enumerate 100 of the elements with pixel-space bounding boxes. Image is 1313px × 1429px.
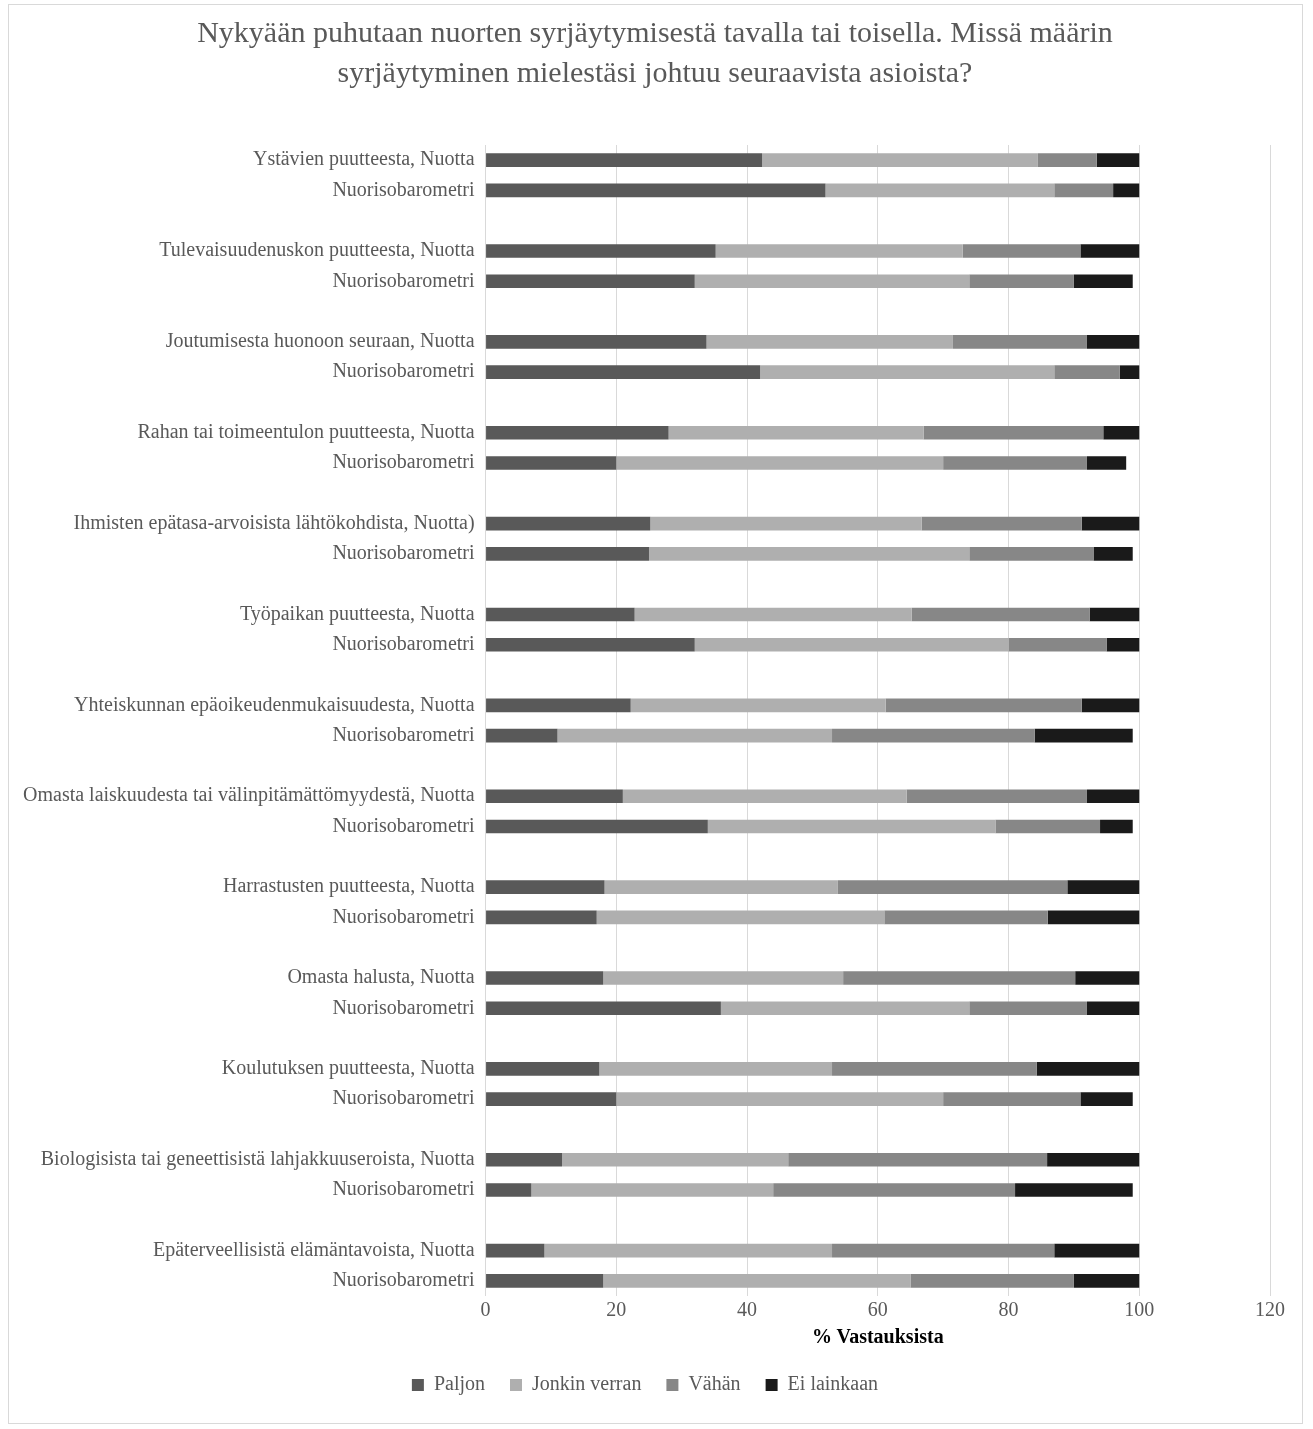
bar <box>832 728 1035 743</box>
bar <box>943 456 1087 470</box>
bar <box>773 1183 1016 1197</box>
bar <box>486 365 761 379</box>
bar <box>1081 516 1140 531</box>
y-tick-label: Tulevaisuudenuskon puutteesta, Nuotta <box>159 238 475 262</box>
y-tick-label: Ihmisten epätasa-arvoisista lähtökohdista, Nuotta) <box>73 510 475 534</box>
bar <box>1073 274 1133 289</box>
bar <box>760 365 1055 379</box>
x-tick-label: 40 <box>737 1298 758 1321</box>
bar <box>995 819 1101 834</box>
bar <box>486 153 763 167</box>
bar <box>1086 789 1140 804</box>
bar <box>1054 183 1114 198</box>
bar <box>486 1274 604 1288</box>
bar <box>969 1001 1087 1016</box>
bar <box>616 1092 944 1106</box>
bar <box>486 607 635 622</box>
bar <box>1036 1062 1140 1076</box>
bar <box>1100 819 1133 834</box>
bar <box>1080 1092 1133 1106</box>
bar <box>911 607 1090 622</box>
bar <box>1089 607 1140 622</box>
bar <box>486 274 695 289</box>
bar <box>843 971 1076 985</box>
bar <box>706 335 953 349</box>
bar <box>1054 1243 1140 1258</box>
bar <box>943 1092 1081 1106</box>
chart-title: Nykyään puhutaan nuorten syrjäytymisestä tavalla tai toisella. Missä määrin syrjäytyminen mielestäsi johtuu seuraavista asioista? <box>196 14 1114 90</box>
bar <box>962 244 1081 258</box>
legend-label: Ei lainkaan <box>787 1372 879 1395</box>
bar <box>486 1243 545 1258</box>
bar <box>599 1062 833 1076</box>
bar <box>486 819 708 834</box>
x-tick-label: 120 <box>1255 1298 1285 1321</box>
bar <box>1113 183 1140 198</box>
bar <box>1086 335 1140 349</box>
bar <box>1106 637 1140 652</box>
bar <box>762 153 1038 167</box>
bar <box>952 335 1087 349</box>
bar <box>486 425 669 440</box>
y-tick-label: Ystävien puutteesta, Nuotta <box>252 147 475 171</box>
y-tick-label: Nuorisobarometri <box>332 359 476 382</box>
bar <box>486 1183 532 1197</box>
y-tick-label: Nuorisobarometri <box>332 1177 476 1200</box>
bar <box>668 425 924 440</box>
bar <box>1015 1183 1133 1197</box>
bar <box>923 425 1104 440</box>
y-tick-label: Harrastusten puutteesta, Nuotta <box>222 874 475 898</box>
bar <box>1054 365 1120 379</box>
bar <box>1047 910 1140 925</box>
y-tick-label: Nuorisobarometri <box>332 268 476 291</box>
y-tick-label: Koulutuksen puutteesta, Nuotta <box>221 1056 475 1080</box>
y-tick-label: Joutumisesta huonoon seuraan, Nuotta <box>165 329 475 352</box>
bar <box>486 971 604 985</box>
bar <box>486 456 617 470</box>
bar <box>634 607 912 622</box>
y-tick-label: Rahan tai toimeentulon puutteesta, Nuotta <box>137 420 475 443</box>
bar <box>486 910 597 925</box>
y-tick-label: Omasta laiskuudesta tai välinpitämättömyydestä, Nuotta <box>23 783 475 807</box>
y-tick-label: Nuorisobarometri <box>332 904 476 927</box>
bar <box>715 244 963 258</box>
y-tick-label: Nuorisobarometri <box>332 450 476 473</box>
bar <box>486 698 631 713</box>
legend-label: Paljon <box>433 1372 485 1396</box>
y-tick-label: Nuorisobarometri <box>332 722 476 745</box>
y-tick-label: Yhteiskunnan epäoikeudenmukaisuudesta, Nuotta <box>74 692 475 716</box>
legend-label: Vähän <box>688 1372 741 1395</box>
bar <box>486 335 707 349</box>
y-tick-label: Epäterveellisistä elämäntavoista, Nuotta <box>153 1237 475 1261</box>
bar <box>1075 971 1140 985</box>
bar <box>885 698 1082 713</box>
bar <box>694 274 970 289</box>
bar <box>1086 1001 1140 1016</box>
bar <box>486 1152 563 1167</box>
y-tick-label: Nuorisobarometri <box>332 813 476 836</box>
x-tick-label: 20 <box>606 1298 627 1321</box>
bar <box>603 971 844 985</box>
bar <box>788 1152 1048 1167</box>
bar <box>648 547 970 561</box>
bar <box>603 1274 911 1288</box>
bar <box>604 880 838 894</box>
bar <box>1093 547 1133 561</box>
bar <box>1080 244 1140 258</box>
x-tick-label: 0 <box>480 1298 491 1321</box>
y-tick-label: Omasta halusta, Nuotta <box>287 965 475 988</box>
bar <box>906 789 1087 804</box>
bar <box>544 1243 833 1258</box>
bar <box>630 698 886 713</box>
bar <box>1037 153 1097 167</box>
bar <box>650 516 922 531</box>
bar <box>884 910 1048 925</box>
bar <box>486 1062 600 1076</box>
bar <box>562 1152 789 1167</box>
bar <box>1047 1152 1140 1167</box>
y-tick-label: Nuorisobarometri <box>332 995 476 1018</box>
bar <box>622 789 907 804</box>
bar <box>531 1183 774 1197</box>
bar <box>1034 728 1133 743</box>
y-tick-label: Työpaikan puutteesta, Nuotta <box>239 601 475 625</box>
